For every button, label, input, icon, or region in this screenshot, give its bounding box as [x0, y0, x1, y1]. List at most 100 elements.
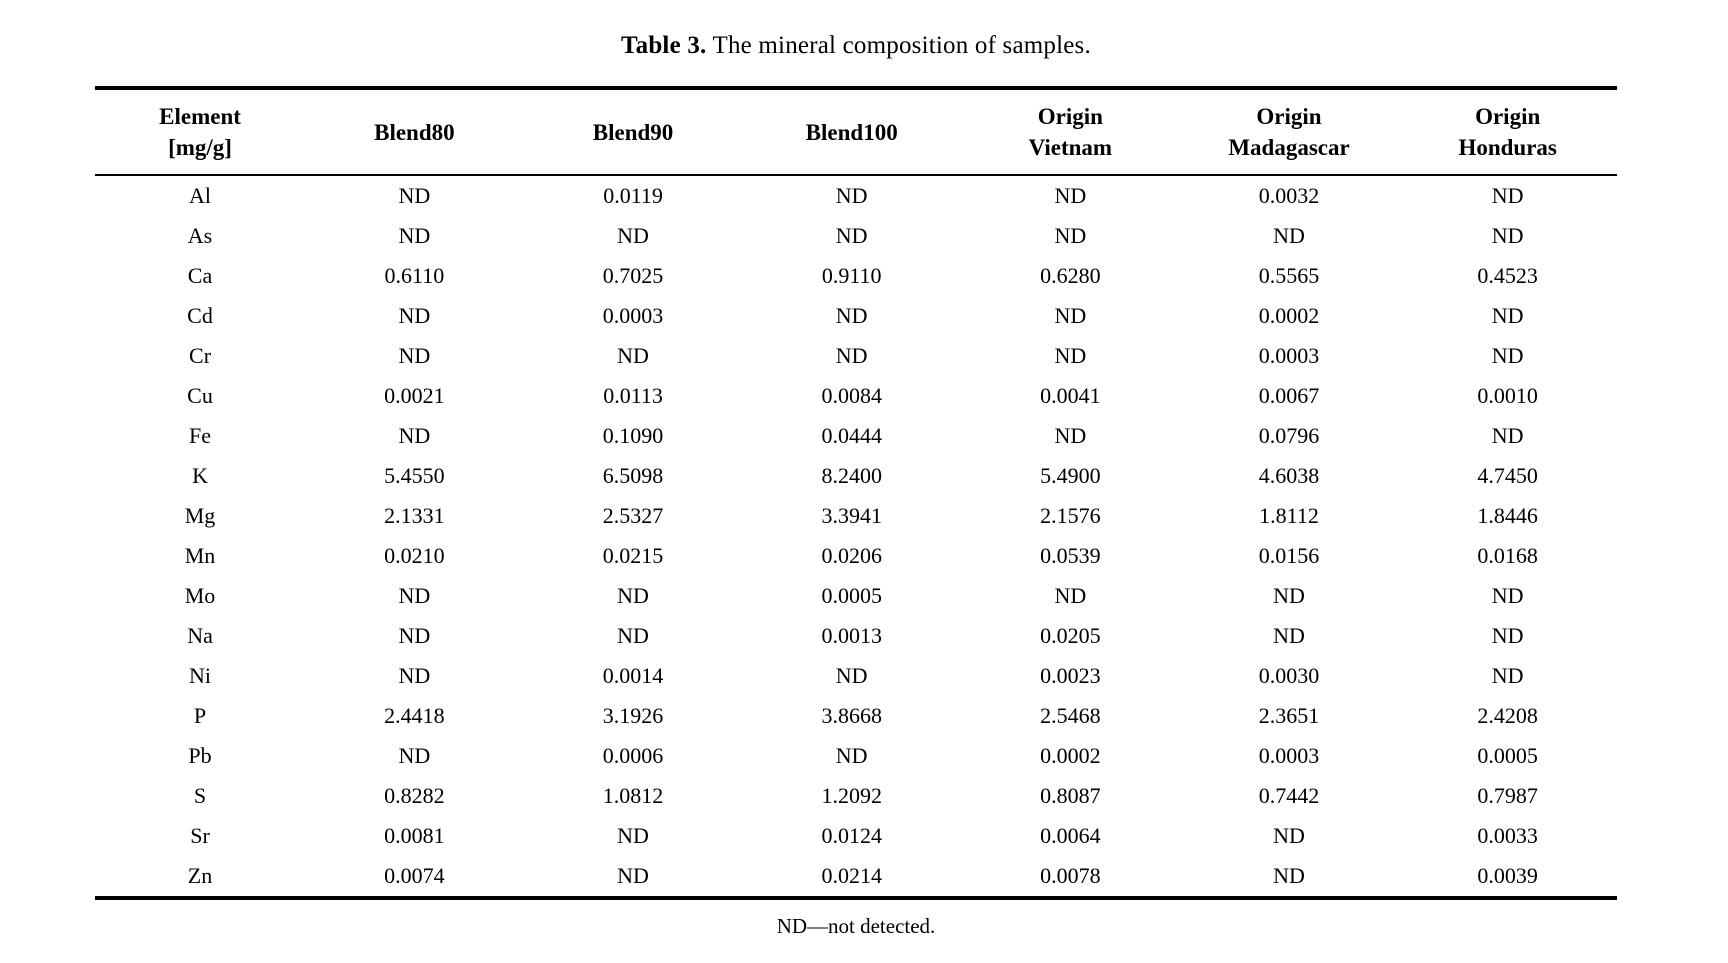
value-cell: 0.0074 — [384, 863, 445, 888]
value-cell: 0.0021 — [384, 383, 445, 408]
element-cell: Sr — [190, 823, 210, 848]
value-cell: 2.4418 — [384, 703, 445, 728]
value-cell: 0.7025 — [602, 263, 664, 288]
element-cell: Cu — [187, 383, 213, 408]
element-cell: Cr — [189, 343, 212, 368]
table-row: Ca 0.6110 0.7025 0.9110 0.6280 0.5565 0.4523 — [95, 256, 1617, 296]
table-row: S 0.8282 1.0812 1.2092 0.8087 0.7442 0.7987 — [95, 776, 1617, 816]
value-cell: 0.0002 — [1040, 743, 1101, 768]
value-cell: 8.2400 — [821, 463, 882, 488]
element-cell: Zn — [187, 863, 213, 888]
value-cell: 0.0003 — [1258, 343, 1320, 368]
value-cell: 1.2092 — [821, 783, 882, 808]
value-cell: 3.3941 — [821, 503, 882, 528]
element-cell: Mg — [184, 503, 216, 528]
element-cell: Al — [189, 183, 212, 208]
table-row: Zn 0.0074 ND 0.0214 0.0078 ND 0.0039 — [95, 856, 1617, 898]
column-header-element: Element [mg/g] — [95, 88, 306, 176]
element-cell: Ni — [189, 663, 212, 688]
value-cell: ND — [617, 223, 649, 248]
value-cell: 0.5565 — [1258, 263, 1320, 288]
value-cell: ND — [617, 583, 649, 608]
value-cell: ND — [1491, 583, 1524, 608]
table-row: P 2.4418 3.1926 3.8668 2.5468 2.3651 2.4208 — [95, 696, 1617, 736]
value-cell: 0.0210 — [384, 543, 445, 568]
value-cell: ND — [1491, 183, 1524, 208]
element-cell: Ca — [187, 263, 213, 288]
value-cell: 0.6280 — [1040, 263, 1101, 288]
value-cell: 0.0124 — [821, 823, 882, 848]
value-cell: ND — [617, 863, 649, 888]
value-cell: 0.0023 — [1040, 663, 1101, 688]
value-cell: ND — [1273, 583, 1305, 608]
value-cell: ND — [835, 663, 868, 688]
value-cell: ND — [617, 823, 649, 848]
value-cell: 0.0010 — [1477, 383, 1538, 408]
value-cell: 0.0214 — [821, 863, 882, 888]
value-cell: 0.0081 — [384, 823, 445, 848]
column-header-blend100: Blend100 — [742, 88, 962, 176]
value-cell: ND — [1491, 343, 1524, 368]
value-cell: ND — [1054, 583, 1087, 608]
table-header-row: Element [mg/g] Blend80 Blend90 Blend100 — [95, 88, 1617, 176]
table-row: Al ND 0.0119 ND ND 0.0032 ND — [95, 175, 1617, 216]
value-cell: 0.7442 — [1258, 783, 1320, 808]
table-row: Cu 0.0021 0.0113 0.0084 0.0041 0.0067 0.0010 — [95, 376, 1617, 416]
value-cell: 0.0156 — [1258, 543, 1320, 568]
element-cell: P — [193, 703, 207, 728]
table-body: Al ND 0.0119 ND ND 0.0032 ND As ND ND ND ND ND ND Ca 0.… — [95, 175, 1617, 898]
value-cell: ND — [617, 343, 649, 368]
value-cell: 0.0032 — [1258, 183, 1320, 208]
value-cell: ND — [398, 183, 431, 208]
value-cell: 0.0444 — [821, 423, 882, 448]
table-row: Pb ND 0.0006 ND 0.0002 0.0003 0.0005 — [95, 736, 1617, 776]
value-cell: 0.0033 — [1477, 823, 1538, 848]
value-cell: 1.0812 — [602, 783, 664, 808]
value-cell: ND — [835, 743, 868, 768]
value-cell: 0.0013 — [821, 623, 882, 648]
value-cell: 0.6110 — [384, 263, 445, 288]
table-row: Mn 0.0210 0.0215 0.0206 0.0539 0.0156 0.0168 — [95, 536, 1617, 576]
value-cell: ND — [1273, 863, 1305, 888]
table-row: Mg 2.1331 2.5327 3.3941 2.1576 1.8112 1.8446 — [95, 496, 1617, 536]
value-cell: 0.0003 — [602, 303, 664, 328]
table-caption-label: Table 3. — [621, 32, 707, 59]
value-cell: ND — [1491, 423, 1524, 448]
value-cell: ND — [1054, 223, 1087, 248]
value-cell: 0.1090 — [602, 423, 664, 448]
mineral-composition-table: Element [mg/g] Blend80 Blend90 Blend100 — [95, 86, 1617, 900]
value-cell: 0.0539 — [1040, 543, 1101, 568]
value-cell: 0.0113 — [603, 383, 663, 408]
table-row: Fe ND 0.1090 0.0444 ND 0.0796 ND — [95, 416, 1617, 456]
table-footnote: ND—not detected. — [776, 914, 936, 938]
value-cell: ND — [835, 303, 868, 328]
table-caption: Table 3. The mineral composition of samp… — [95, 32, 1617, 60]
value-cell: 0.0064 — [1040, 823, 1101, 848]
table-row: Na ND ND 0.0013 0.0205 ND ND — [95, 616, 1617, 656]
element-cell: Na — [187, 623, 213, 648]
element-cell: Mo — [184, 583, 216, 608]
value-cell: ND — [398, 423, 431, 448]
value-cell: 5.4900 — [1040, 463, 1101, 488]
value-cell: ND — [1273, 823, 1305, 848]
value-cell: ND — [1491, 303, 1524, 328]
value-cell: ND — [398, 303, 431, 328]
value-cell: ND — [835, 183, 868, 208]
value-cell: 3.8668 — [821, 703, 882, 728]
value-cell: 1.8446 — [1477, 503, 1538, 528]
value-cell: 0.0084 — [821, 383, 882, 408]
value-cell: 2.4208 — [1477, 703, 1538, 728]
value-cell: 0.0078 — [1040, 863, 1101, 888]
value-cell: 0.0005 — [1477, 743, 1538, 768]
column-header-origin-vietnam: Origin Vietnam — [961, 88, 1180, 176]
element-cell: Fe — [189, 423, 212, 448]
value-cell: 2.5327 — [602, 503, 664, 528]
value-cell: ND — [398, 223, 431, 248]
value-cell: ND — [1273, 623, 1305, 648]
value-cell: 0.0005 — [821, 583, 882, 608]
value-cell: 0.0014 — [602, 663, 664, 688]
value-cell: 1.8112 — [1259, 503, 1319, 528]
value-cell: ND — [835, 223, 868, 248]
value-cell: ND — [1491, 623, 1524, 648]
value-cell: 3.1926 — [602, 703, 664, 728]
